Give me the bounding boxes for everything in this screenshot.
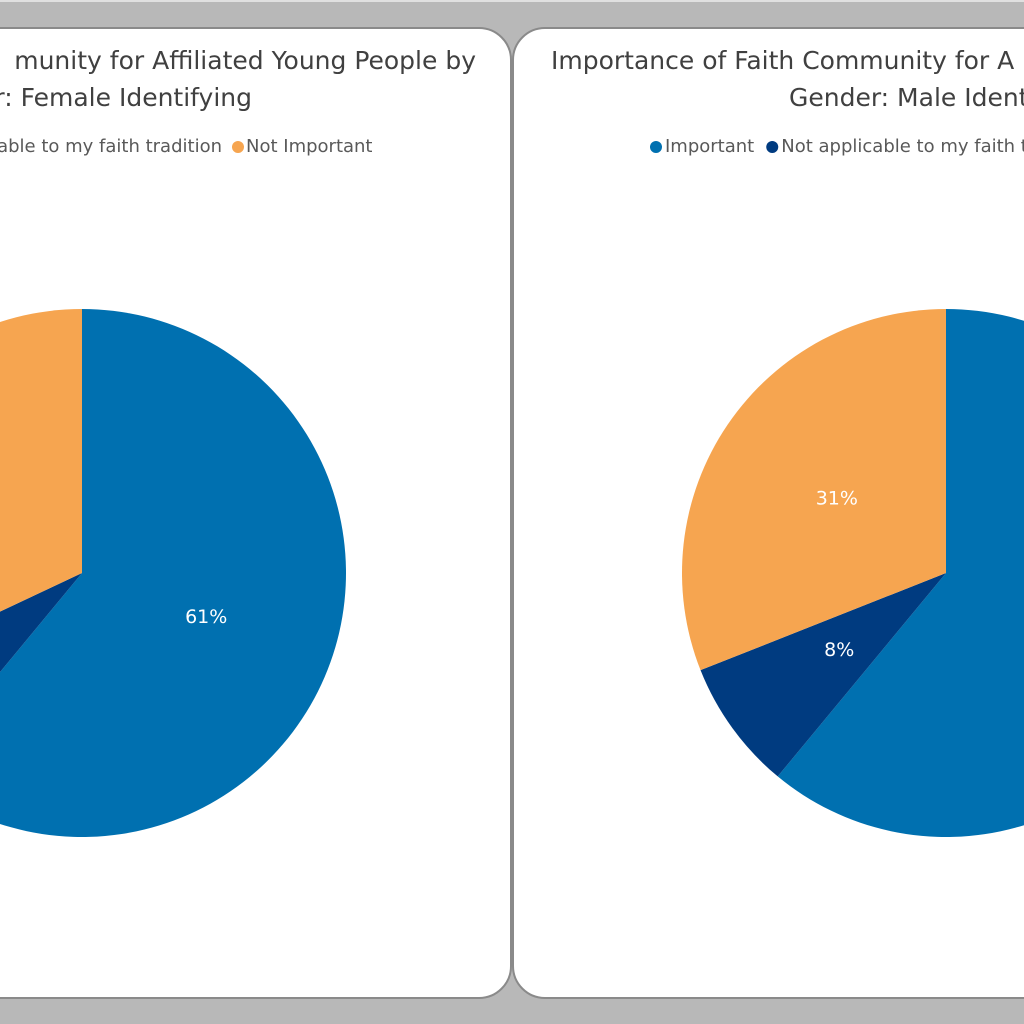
pie-chart: munity for Affiliated Young People by r: … xyxy=(0,46,476,837)
legend-label: Important xyxy=(665,136,754,157)
pie-slice xyxy=(0,309,346,837)
data-label: 31% xyxy=(816,487,858,509)
legend-marker xyxy=(650,141,662,153)
chart-title: munity for Affiliated Young People by xyxy=(14,46,476,75)
chart-title: r: Female Identifying xyxy=(0,83,252,112)
chart-title: Gender: Male Ident xyxy=(789,83,1024,112)
legend-label: Not Important xyxy=(246,136,373,157)
legend-marker xyxy=(766,141,779,153)
legend-label: Not applicable to my faith tra xyxy=(781,136,1024,157)
data-label: 61% xyxy=(185,606,227,628)
pie-slice xyxy=(0,573,82,673)
pie-slice xyxy=(681,309,946,671)
pie-slice xyxy=(777,309,1024,837)
pie-slice xyxy=(0,309,82,612)
pie-slice xyxy=(700,573,946,777)
data-label: 8% xyxy=(824,639,854,661)
top-edge xyxy=(0,0,1024,2)
legend-label: cable to my faith tradition xyxy=(0,136,222,157)
legend-marker xyxy=(232,141,244,153)
chart-title: Importance of Faith Community for A xyxy=(551,46,1014,75)
pie-chart: Importance of Faith Community for A Gende… xyxy=(551,46,1024,837)
